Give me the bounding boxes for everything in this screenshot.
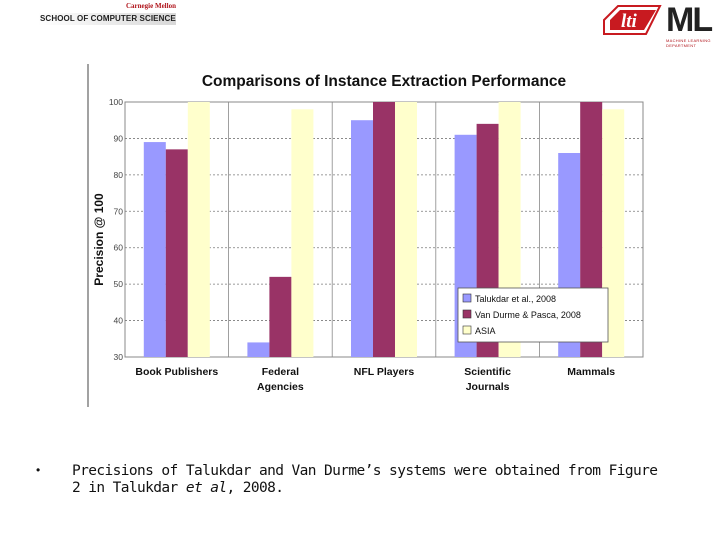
legend-label: ASIA (475, 326, 496, 336)
slide-header: Carnegie Mellon SCHOOL OF COMPUTER SCIEN… (0, 0, 720, 56)
lti-logo: lti (602, 2, 664, 36)
bullet-text-end: , 2008. (226, 480, 284, 496)
x-tick-label: NFL Players (354, 366, 415, 378)
ml-logo: ML MACHINE LEARNING DEPARTMENT (664, 2, 718, 52)
y-tick-label: 90 (114, 133, 124, 143)
bullet-text-italic: et al (185, 480, 227, 496)
y-tick-label: 50 (114, 279, 124, 289)
x-tick-label: Scientific (464, 366, 511, 378)
bar-vandurme (373, 102, 395, 357)
y-tick-label: 80 (114, 170, 124, 180)
chart-title: Comparisons of Instance Extraction Perfo… (202, 73, 567, 90)
bar-asia (291, 109, 314, 358)
cmu-banner-bar (38, 13, 176, 25)
y-tick-label: 40 (114, 316, 124, 326)
chart-canvas: Comparisons of Instance Extraction Perfo… (87, 64, 644, 407)
lti-logo-text: lti (621, 11, 638, 32)
x-tick-label: Book Publishers (135, 366, 218, 378)
bullet-marker: • (36, 463, 40, 477)
bar-talukdar (351, 120, 373, 357)
bar-vandurme (269, 276, 292, 357)
legend-swatch (462, 293, 472, 303)
legend-swatch (462, 309, 472, 319)
bar-asia (395, 102, 417, 357)
bar-talukdar (247, 342, 270, 357)
bar-asia (187, 102, 210, 357)
ml-logo-subtitle-1: MACHINE LEARNING (666, 38, 711, 43)
ml-logo-text: ML (666, 1, 713, 39)
bar-chart: Comparisons of Instance Extraction Perfo… (84, 62, 654, 412)
ml-logo-subtitle-2: DEPARTMENT (666, 43, 697, 48)
bar-vandurme (165, 149, 188, 357)
y-tick-label: 30 (114, 352, 124, 362)
x-tick-label: Journals (466, 381, 510, 393)
bullet-text: Precisions of Talukdar and Van Durme’s s… (72, 463, 672, 497)
cmu-university-name: Carnegie Mellon (126, 2, 176, 10)
x-tick-label: Agencies (257, 381, 304, 393)
y-tick-label: 70 (114, 206, 124, 216)
legend-label: Van Durme & Pasca, 2008 (475, 310, 581, 320)
legend-box (457, 287, 609, 343)
y-tick-label: 100 (109, 97, 123, 107)
legend-label: Talukdar et al., 2008 (475, 294, 556, 304)
legend-swatch (462, 325, 472, 335)
x-tick-label: Mammals (567, 366, 615, 378)
y-axis-label: Precision @ 100 (92, 193, 106, 286)
cmu-school-name: SCHOOL OF COMPUTER SCIENCE (40, 14, 176, 23)
x-tick-label: Federal (262, 366, 299, 378)
bullet-text-main: Precisions of Talukdar and Van Durme’s s… (72, 463, 658, 496)
y-tick-label: 60 (114, 243, 124, 253)
bar-talukdar (143, 142, 166, 357)
